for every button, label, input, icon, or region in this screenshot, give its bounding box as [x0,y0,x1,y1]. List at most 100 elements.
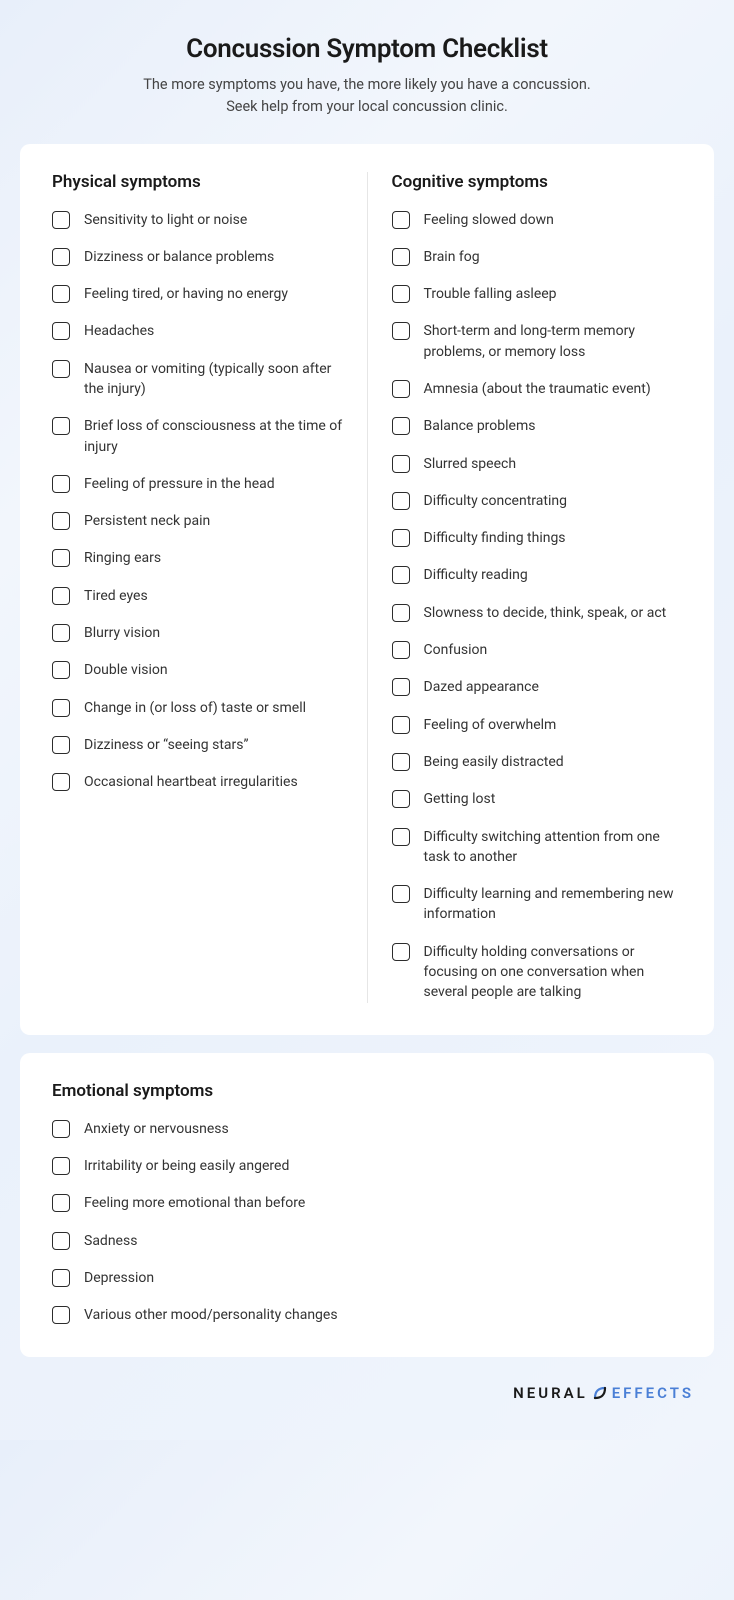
check-item: Feeling more emotional than before [52,1193,682,1213]
check-item: Short-term and long-term memory problems… [392,321,683,362]
check-item: Tired eyes [52,586,343,606]
check-item: Getting lost [392,789,683,809]
check-item: Sensitivity to light or noise [52,210,343,230]
check-label: Confusion [424,640,488,660]
check-item: Dizziness or balance problems [52,247,343,267]
checkbox[interactable] [52,360,70,378]
checkbox[interactable] [52,1157,70,1175]
checkbox[interactable] [52,248,70,266]
checkbox[interactable] [392,248,410,266]
checkbox[interactable] [392,678,410,696]
checkbox[interactable] [392,753,410,771]
checkbox[interactable] [52,1306,70,1324]
check-item: Brief loss of consciousness at the time … [52,416,343,457]
checklist-physical: Sensitivity to light or noise Dizziness o… [52,210,343,793]
check-item: Ringing ears [52,548,343,568]
check-item: Dizziness or “seeing stars” [52,735,343,755]
check-item: Various other mood/personality changes [52,1305,682,1325]
checkbox[interactable] [392,790,410,808]
checkbox[interactable] [392,322,410,340]
check-label: Feeling slowed down [424,210,554,230]
check-label: Brain fog [424,247,480,267]
checkbox[interactable] [392,285,410,303]
checkbox[interactable] [392,604,410,622]
page-subtitle: The more symptoms you have, the more lik… [40,74,694,118]
check-item: Trouble falling asleep [392,284,683,304]
checkbox[interactable] [52,549,70,567]
page-title: Concussion Symptom Checklist [40,34,694,64]
two-column-layout: Physical symptoms Sensitivity to light o… [52,172,682,1003]
checkbox[interactable] [392,716,410,734]
subtitle-line-1: The more symptoms you have, the more lik… [143,76,590,93]
card-top: Physical symptoms Sensitivity to light o… [20,144,714,1035]
checkbox[interactable] [52,624,70,642]
section-title-cognitive: Cognitive symptoms [392,172,683,192]
checkbox[interactable] [52,1269,70,1287]
logo-text-effects: EFFECTS [612,1384,694,1402]
check-label: Difficulty concentrating [424,491,567,511]
checklist-cognitive: Feeling slowed down Brain fog Trouble fall… [392,210,683,1003]
check-label: Feeling more emotional than before [84,1193,305,1213]
subtitle-line-2: Seek help from your local concussion cli… [226,98,508,115]
checkbox[interactable] [52,285,70,303]
checkbox[interactable] [52,1194,70,1212]
checkbox[interactable] [52,661,70,679]
check-item: Feeling of overwhelm [392,715,683,735]
checkbox[interactable] [52,1232,70,1250]
check-label: Tired eyes [84,586,148,606]
check-label: Dizziness or “seeing stars” [84,735,249,755]
checkbox[interactable] [392,885,410,903]
check-item: Headaches [52,321,343,341]
check-label: Being easily distracted [424,752,564,772]
checkbox[interactable] [52,699,70,717]
checkbox[interactable] [52,512,70,530]
checkbox[interactable] [392,641,410,659]
check-item: Difficulty learning and remembering new … [392,884,683,925]
checkbox[interactable] [392,566,410,584]
checkbox[interactable] [392,417,410,435]
check-item: Depression [52,1268,682,1288]
column-cognitive: Cognitive symptoms Feeling slowed down Br… [368,172,683,1003]
header: Concussion Symptom Checklist The more sy… [0,0,734,144]
checkbox[interactable] [392,211,410,229]
check-label: Double vision [84,660,168,680]
check-item: Feeling tired, or having no energy [52,284,343,304]
check-label: Trouble falling asleep [424,284,557,304]
check-label: Sadness [84,1231,137,1251]
check-label: Difficulty holding conversations or focu… [424,942,683,1003]
checkbox[interactable] [392,380,410,398]
checkbox[interactable] [52,211,70,229]
check-item: Dazed appearance [392,677,683,697]
check-item: Sadness [52,1231,682,1251]
check-label: Brief loss of consciousness at the time … [84,416,343,457]
checkbox[interactable] [392,529,410,547]
check-item: Difficulty finding things [392,528,683,548]
check-label: Change in (or loss of) taste or smell [84,698,306,718]
check-item: Difficulty switching attention from one … [392,827,683,868]
check-label: Persistent neck pain [84,511,210,531]
check-item: Balance problems [392,416,683,436]
logo-mark-icon [592,1385,608,1401]
checkbox[interactable] [52,417,70,435]
checkbox[interactable] [392,943,410,961]
check-label: Various other mood/personality changes [84,1305,338,1325]
brand-logo: NEURAL EFFECTS [513,1384,694,1402]
check-label: Feeling of overwhelm [424,715,557,735]
checkbox[interactable] [52,587,70,605]
check-item: Feeling of pressure in the head [52,474,343,494]
checkbox[interactable] [52,475,70,493]
checkbox[interactable] [52,1120,70,1138]
card-bottom: Emotional symptoms Anxiety or nervousnes… [20,1053,714,1358]
checkbox[interactable] [52,773,70,791]
check-label: Getting lost [424,789,496,809]
checkbox[interactable] [392,455,410,473]
checkbox[interactable] [392,828,410,846]
check-label: Difficulty learning and remembering new … [424,884,683,925]
check-item: Amnesia (about the traumatic event) [392,379,683,399]
check-item: Anxiety or nervousness [52,1119,682,1139]
check-item: Being easily distracted [392,752,683,772]
checkbox[interactable] [392,492,410,510]
checkbox[interactable] [52,736,70,754]
check-label: Occasional heartbeat irregularities [84,772,298,792]
checkbox[interactable] [52,322,70,340]
